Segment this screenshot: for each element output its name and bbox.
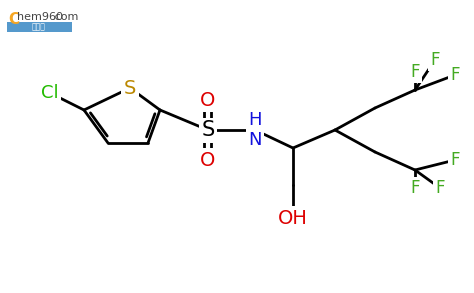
- Text: F: F: [410, 179, 420, 197]
- Text: S: S: [124, 79, 136, 98]
- Text: hem960: hem960: [17, 12, 63, 22]
- Text: O: O: [201, 151, 216, 169]
- FancyBboxPatch shape: [7, 22, 72, 32]
- Text: F: F: [450, 66, 460, 84]
- Text: O: O: [201, 91, 216, 110]
- Text: F: F: [430, 51, 440, 69]
- Text: .com: .com: [52, 12, 79, 22]
- Text: 化工网: 化工网: [32, 23, 46, 32]
- Text: S: S: [201, 120, 215, 140]
- Text: OH: OH: [278, 209, 308, 227]
- Text: C: C: [8, 12, 19, 27]
- Text: Cl: Cl: [41, 84, 59, 102]
- Text: F: F: [450, 151, 460, 169]
- Text: H
N: H N: [248, 110, 262, 149]
- Text: F: F: [410, 63, 420, 81]
- Text: F: F: [435, 179, 445, 197]
